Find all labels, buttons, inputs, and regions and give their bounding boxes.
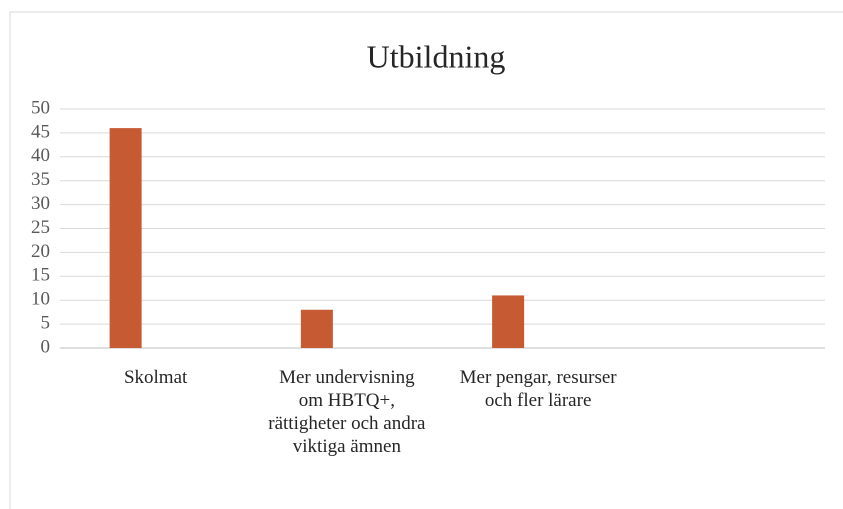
bar — [492, 295, 525, 348]
x-tick-label: Skolmat — [123, 367, 188, 388]
y-tick-label: 25 — [31, 217, 50, 238]
y-tick-label: 15 — [31, 265, 50, 286]
x-tick-label: Mer undervisning om HBTQ+, rättigheter o… — [268, 367, 426, 457]
bar — [300, 309, 333, 348]
y-tick-label: 35 — [31, 169, 50, 190]
y-tick-label: 0 — [41, 336, 51, 357]
y-tick-label: 50 — [31, 97, 50, 118]
chart-border — [9, 11, 843, 509]
y-tick-label: 45 — [31, 121, 50, 142]
x-tick-label: Mer pengar, resurser och fler lärare — [459, 367, 617, 411]
y-tick-label: 20 — [31, 241, 50, 262]
y-tick-label: 5 — [41, 312, 51, 333]
y-tick-label: 10 — [31, 289, 50, 310]
chart-title: Utbildning — [367, 38, 506, 74]
y-tick-label: 40 — [31, 145, 50, 166]
bar — [109, 128, 142, 348]
y-tick-label: 30 — [31, 193, 50, 214]
